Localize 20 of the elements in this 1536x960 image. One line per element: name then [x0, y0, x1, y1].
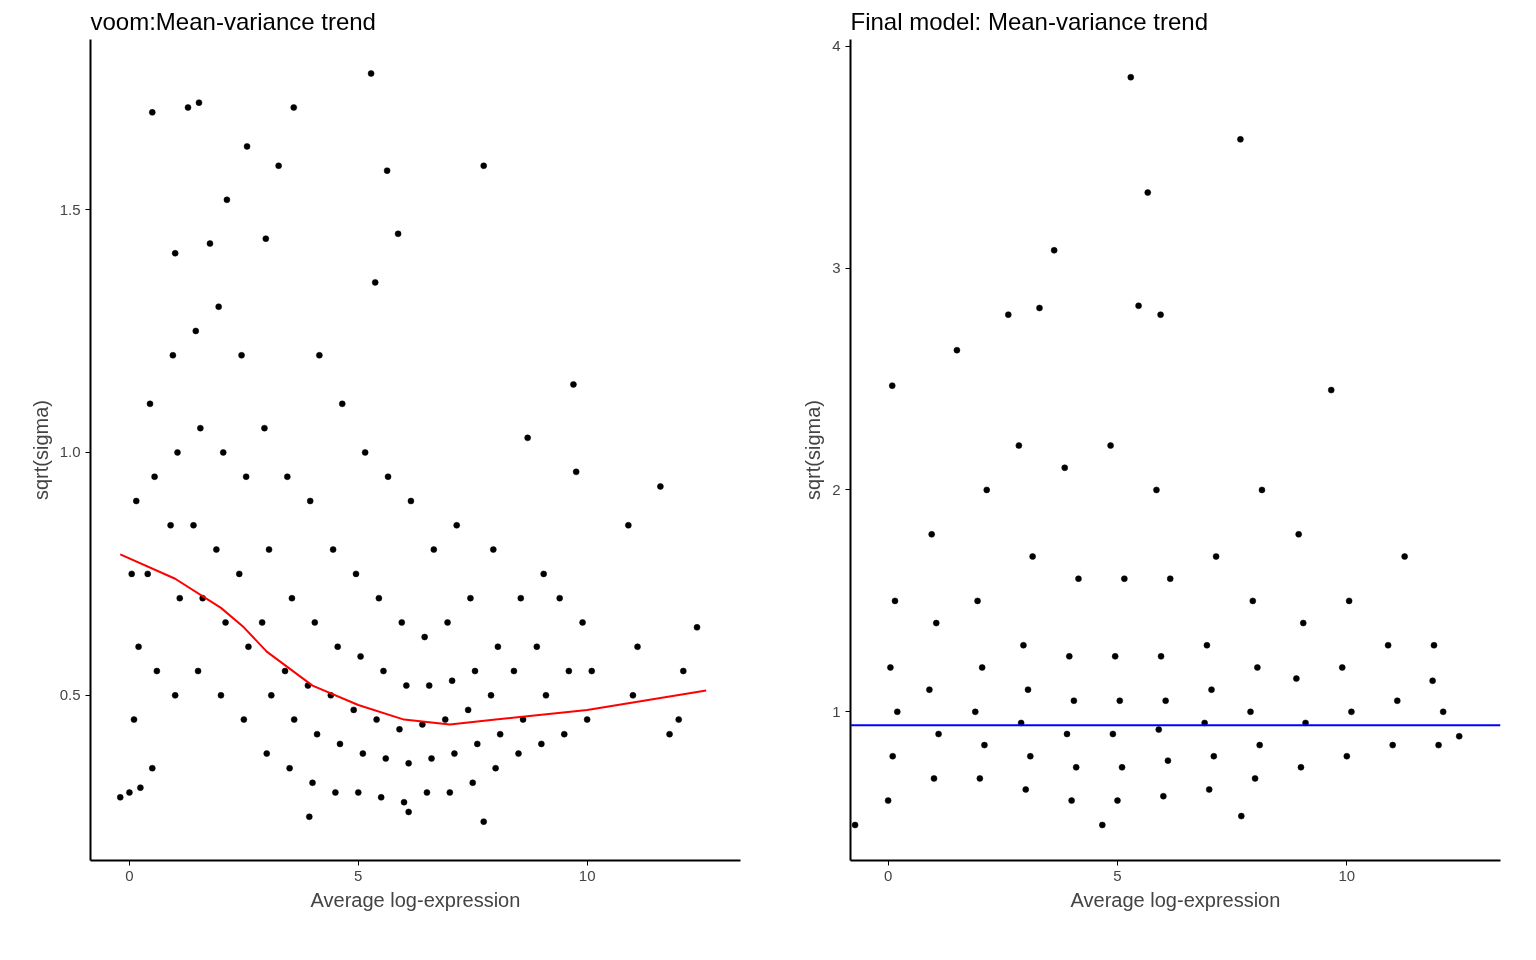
y-axis-title: sqrt(sigma)	[29, 399, 52, 500]
x-tick-label: 5	[1113, 866, 1122, 884]
y-tick-label: 0.5	[59, 686, 81, 704]
y-tick-label: 3	[832, 259, 841, 277]
x-tick-label: 10	[578, 866, 596, 884]
x-tick-label: 10	[1338, 866, 1356, 884]
y-axis-title: sqrt(sigma)	[802, 399, 825, 500]
y-tick-label: 1.5	[59, 200, 81, 218]
x-tick-label: 0	[883, 866, 893, 884]
chart-title: Final model: Mean-variance trend	[850, 7, 1209, 35]
x-axis-title: Average log-expression	[310, 888, 521, 911]
y-tick-label: 4	[832, 37, 841, 55]
chart-title: voom:Mean-variance trend	[90, 7, 376, 35]
x-tick-label: 0	[125, 866, 134, 884]
y-tick-label: 2	[832, 480, 841, 498]
y-tick-label: 1	[832, 702, 841, 720]
x-axis-title: Average log-expression	[1070, 888, 1281, 911]
x-tick-label: 5	[354, 866, 363, 884]
y-tick-label: 1.0	[59, 443, 81, 461]
line-series	[119, 553, 708, 726]
